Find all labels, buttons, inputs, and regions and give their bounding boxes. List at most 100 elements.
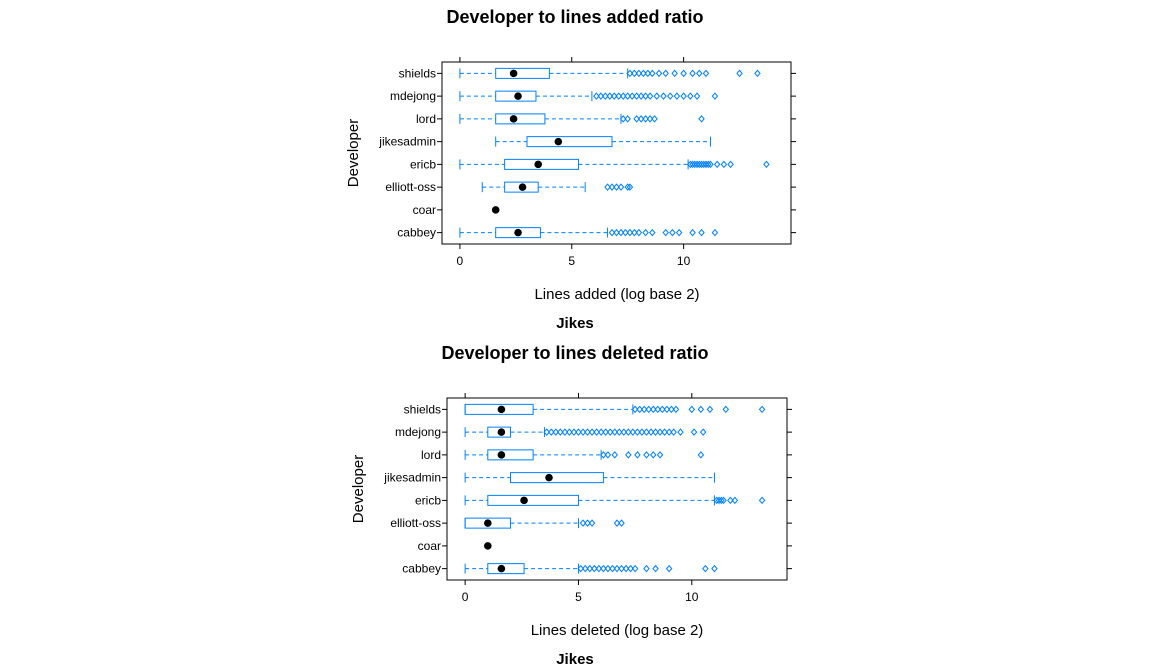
median-dot <box>509 69 518 78</box>
category-label: jikesadmin <box>378 135 436 149</box>
outlier-point <box>672 405 680 414</box>
outlier-point <box>642 115 649 123</box>
outlier-point <box>758 405 766 414</box>
outlier-point <box>624 92 631 100</box>
box-coar <box>484 542 492 550</box>
outlier-point <box>579 428 587 436</box>
category-label: lord <box>421 448 441 462</box>
category-label: mdejong <box>390 89 436 103</box>
outlier-point <box>698 160 705 169</box>
outlier-point <box>606 428 614 436</box>
outlier-point <box>602 92 609 100</box>
median-dot <box>534 160 542 169</box>
outlier-point <box>604 183 611 191</box>
outlier-point <box>637 115 645 123</box>
outlier-point <box>608 183 616 191</box>
plot-frame <box>441 61 792 245</box>
outlier-point <box>702 564 709 573</box>
outlier-point <box>638 428 646 436</box>
outlier-point <box>617 228 625 237</box>
outlier-point <box>618 519 625 527</box>
median-dot <box>497 428 506 436</box>
outlier-point <box>702 69 710 78</box>
outlier-point <box>693 92 701 100</box>
outlier-point <box>557 428 564 436</box>
x-axis-label: Lines added (log base 2) <box>534 286 699 303</box>
box-series <box>464 403 766 575</box>
outlier-point <box>666 92 674 100</box>
outlier-point <box>628 92 636 100</box>
outlier-point <box>662 69 669 78</box>
x-axis: 0 5 10 <box>462 393 699 604</box>
median-dot <box>514 92 522 100</box>
outlier-point <box>615 92 622 100</box>
x-tick-label: 0 <box>457 254 464 268</box>
outlier-point <box>687 160 694 169</box>
box-elliott-oss <box>481 181 634 193</box>
outlier-point <box>543 428 550 436</box>
outlier-point <box>631 228 638 237</box>
outlier-point <box>584 519 591 527</box>
outlier-point <box>651 115 658 123</box>
box-ericb <box>464 494 766 506</box>
outlier-point <box>631 564 639 573</box>
outlier-point <box>634 451 641 459</box>
outlier-point <box>640 69 647 78</box>
outlier-point <box>635 228 643 237</box>
outlier-point <box>618 564 625 573</box>
outlier-point <box>669 228 676 237</box>
outlier-point <box>643 564 650 573</box>
outlier-point <box>637 92 645 100</box>
outlier-point <box>711 228 719 237</box>
outlier-point <box>655 69 663 78</box>
box-jikesadmin <box>495 136 711 148</box>
outlier-point <box>727 160 734 169</box>
outlier-point <box>600 564 607 573</box>
box-series <box>459 67 770 239</box>
outlier-point <box>754 69 761 78</box>
box-shields <box>459 67 761 79</box>
iqr-box <box>495 113 546 125</box>
outlier-point <box>650 451 657 459</box>
outlier-point <box>634 428 641 436</box>
outlier-point <box>606 92 614 100</box>
outlier-point <box>690 428 698 436</box>
outlier-point <box>696 69 703 78</box>
iqr-box <box>487 426 511 438</box>
outlier-point <box>622 564 630 573</box>
outlier-point <box>652 564 659 573</box>
outlier-point <box>611 92 618 100</box>
x-tick-label: 0 <box>462 590 469 604</box>
category-label: elliott-oss <box>390 516 441 530</box>
outlier-point <box>727 496 734 505</box>
outlier-point <box>665 564 673 573</box>
outlier-point <box>626 69 634 78</box>
outlier-point <box>602 428 609 436</box>
outlier-point <box>689 228 696 237</box>
iqr-box <box>504 158 579 170</box>
outlier-point <box>604 451 612 459</box>
outlier-point <box>698 228 705 237</box>
outlier-point <box>593 428 600 436</box>
box-elliott-oss <box>464 517 625 529</box>
outlier-point <box>698 115 705 123</box>
outlier-point <box>680 92 687 100</box>
box-ericb <box>459 158 770 170</box>
outlier-point <box>693 160 701 169</box>
category-label: mdejong <box>395 425 441 439</box>
outlier-point <box>668 405 675 414</box>
x-tick-label: 5 <box>568 254 575 268</box>
y-axis-label: Developer <box>350 455 367 523</box>
category-label: cabbey <box>402 562 441 576</box>
outlier-point <box>635 69 643 78</box>
outlier-point <box>707 160 714 169</box>
median-dot <box>484 542 492 550</box>
outlier-point <box>561 428 569 436</box>
outlier-point <box>548 428 555 436</box>
outlier-point <box>665 428 673 436</box>
x-tick-label: 10 <box>685 590 699 604</box>
outlier-point <box>711 564 718 573</box>
outlier-point <box>697 405 705 414</box>
category-label: cabbey <box>397 226 436 240</box>
median-dot <box>509 115 518 123</box>
